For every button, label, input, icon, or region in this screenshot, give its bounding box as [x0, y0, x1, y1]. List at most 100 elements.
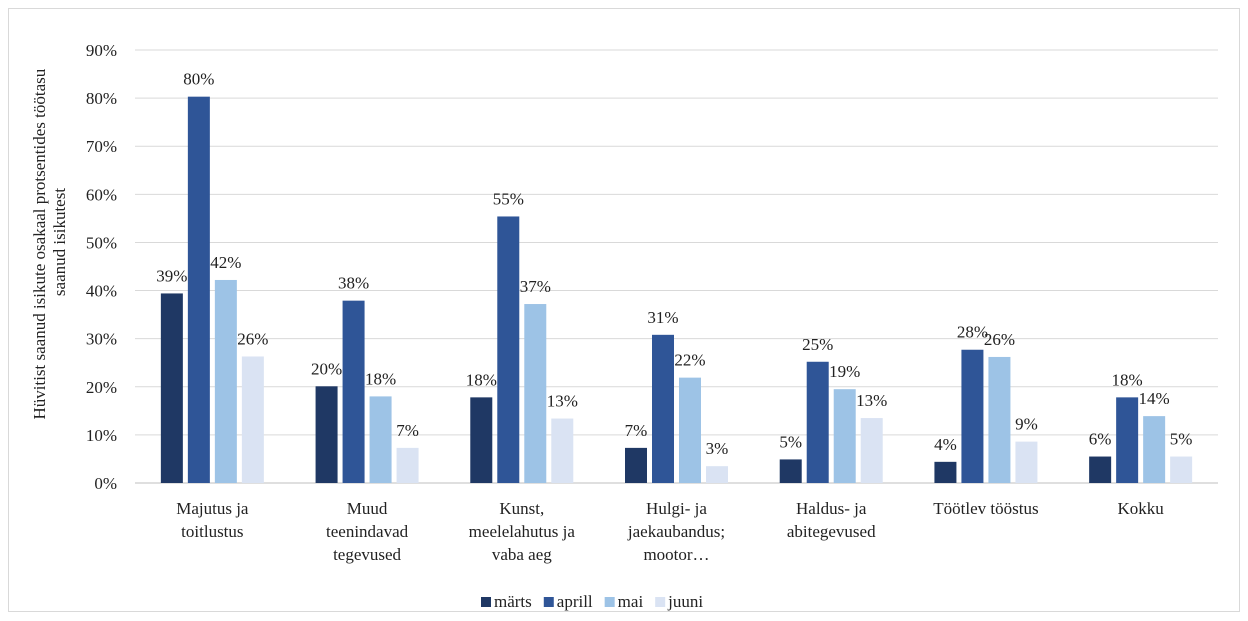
bar	[470, 397, 493, 483]
bar	[187, 96, 210, 483]
data-label: 19%	[829, 362, 860, 381]
bar	[961, 349, 984, 483]
y-tick-label: 10%	[86, 426, 117, 445]
y-tick-label: 40%	[86, 282, 117, 301]
data-label: 55%	[493, 189, 524, 208]
bar	[934, 461, 957, 483]
data-label: 31%	[647, 308, 678, 327]
bar	[1116, 397, 1139, 483]
data-label: 7%	[396, 421, 419, 440]
bar	[1015, 441, 1038, 483]
legend: märts aprill mai juuni	[481, 592, 703, 611]
legend-swatch	[543, 597, 554, 607]
bar	[652, 334, 674, 483]
data-label: 18%	[466, 370, 497, 389]
x-tick-label: Muud teenindavad tegevused	[326, 499, 409, 564]
data-label: 13%	[856, 391, 887, 410]
x-tick-label-line: toitlustus	[181, 522, 243, 541]
x-tick-label-line: vaba aeg	[492, 545, 552, 564]
data-label: 42%	[210, 253, 241, 272]
bars	[160, 96, 1193, 483]
data-label: 28%	[957, 323, 988, 342]
data-label: 3%	[706, 439, 729, 458]
data-label: 38%	[338, 274, 369, 293]
y-axis-label-line-2: saanud isikutest	[50, 188, 69, 296]
bar	[342, 300, 365, 483]
data-label: 26%	[237, 329, 268, 348]
legend-swatch	[655, 597, 666, 607]
data-label: 18%	[365, 369, 396, 388]
bar	[1143, 416, 1166, 483]
bar	[779, 459, 802, 483]
x-tick-label: Töötlev tööstus	[933, 499, 1038, 518]
bar	[833, 389, 856, 483]
x-tick-label-line: Majutus ja	[176, 499, 249, 518]
data-label: 26%	[984, 330, 1015, 349]
x-tick-label-line: Haldus- ja	[796, 499, 867, 518]
y-tick-label: 70%	[86, 137, 117, 156]
data-label: 20%	[311, 359, 342, 378]
bar	[1089, 456, 1112, 483]
x-tick-label-line: meelelahutus ja	[469, 522, 576, 541]
legend-swatch	[604, 597, 615, 607]
x-tick-label-line: Hulgi- ja	[646, 499, 707, 518]
bar	[679, 377, 701, 483]
legend-label: aprill	[557, 592, 593, 611]
bar	[396, 447, 419, 483]
data-label: 25%	[802, 335, 833, 354]
x-tick-label-line: mootor…	[643, 545, 709, 564]
legend-label: juuni	[667, 592, 703, 611]
data-label: 5%	[779, 432, 802, 451]
bar	[369, 396, 392, 483]
y-axis-label: Hüvitist saanud isikute osakaal protsent…	[30, 64, 69, 419]
bar	[625, 447, 647, 483]
x-tick-label: Kokku	[1118, 499, 1165, 518]
bar	[497, 216, 520, 483]
data-label: 80%	[183, 70, 214, 89]
bar	[860, 418, 883, 483]
legend-swatch	[481, 597, 491, 607]
bar	[241, 356, 264, 483]
x-tick-label: Haldus- ja abitegevused	[787, 499, 876, 541]
y-tick-label: 60%	[86, 185, 117, 204]
data-label: 18%	[1112, 370, 1143, 389]
bar	[524, 304, 547, 483]
y-axis-ticks: 0% 10% 20% 30% 40% 50% 60% 70% 80% 90%	[86, 41, 117, 493]
data-label: 14%	[1139, 389, 1170, 408]
x-tick-label-line: Muud	[347, 499, 388, 518]
data-label: 39%	[156, 266, 187, 285]
y-tick-label: 80%	[86, 89, 117, 108]
bar	[551, 418, 574, 483]
data-label: 5%	[1170, 430, 1193, 449]
x-tick-label-line: Töötlev tööstus	[933, 499, 1038, 518]
x-tick-label: Kunst, meelelahutus ja vaba aeg	[469, 499, 576, 564]
x-tick-label-line: Kunst,	[499, 499, 544, 518]
y-tick-label: 30%	[86, 330, 117, 349]
data-label: 22%	[674, 351, 705, 370]
chart-frame	[8, 8, 1240, 612]
bar	[315, 386, 338, 483]
gridlines	[135, 49, 1218, 484]
data-label: 6%	[1089, 430, 1112, 449]
x-axis-categories: Majutus ja toitlustus Muud teenindavad tegev…	[176, 499, 1164, 564]
data-label: 9%	[1015, 415, 1038, 434]
y-tick-label: 20%	[86, 378, 117, 397]
data-label: 37%	[520, 277, 551, 296]
bar	[1170, 456, 1193, 483]
y-tick-label: 50%	[86, 233, 117, 252]
bar	[988, 356, 1011, 483]
x-tick-label-line: jaekaubandus;	[627, 522, 725, 541]
data-label: 7%	[625, 421, 648, 440]
legend-label: märts	[494, 592, 532, 611]
y-tick-label: 0%	[94, 474, 117, 493]
x-tick-label-line: tegevused	[333, 545, 401, 564]
x-tick-label: Hulgi- ja jaekaubandus; mootor…	[627, 499, 725, 564]
data-label: 13%	[547, 392, 578, 411]
x-tick-label-line: abitegevused	[787, 522, 876, 541]
y-tick-label: 90%	[86, 41, 117, 60]
bar	[214, 279, 237, 483]
bar	[706, 466, 728, 483]
bar	[160, 293, 183, 483]
data-label: 4%	[934, 435, 957, 454]
